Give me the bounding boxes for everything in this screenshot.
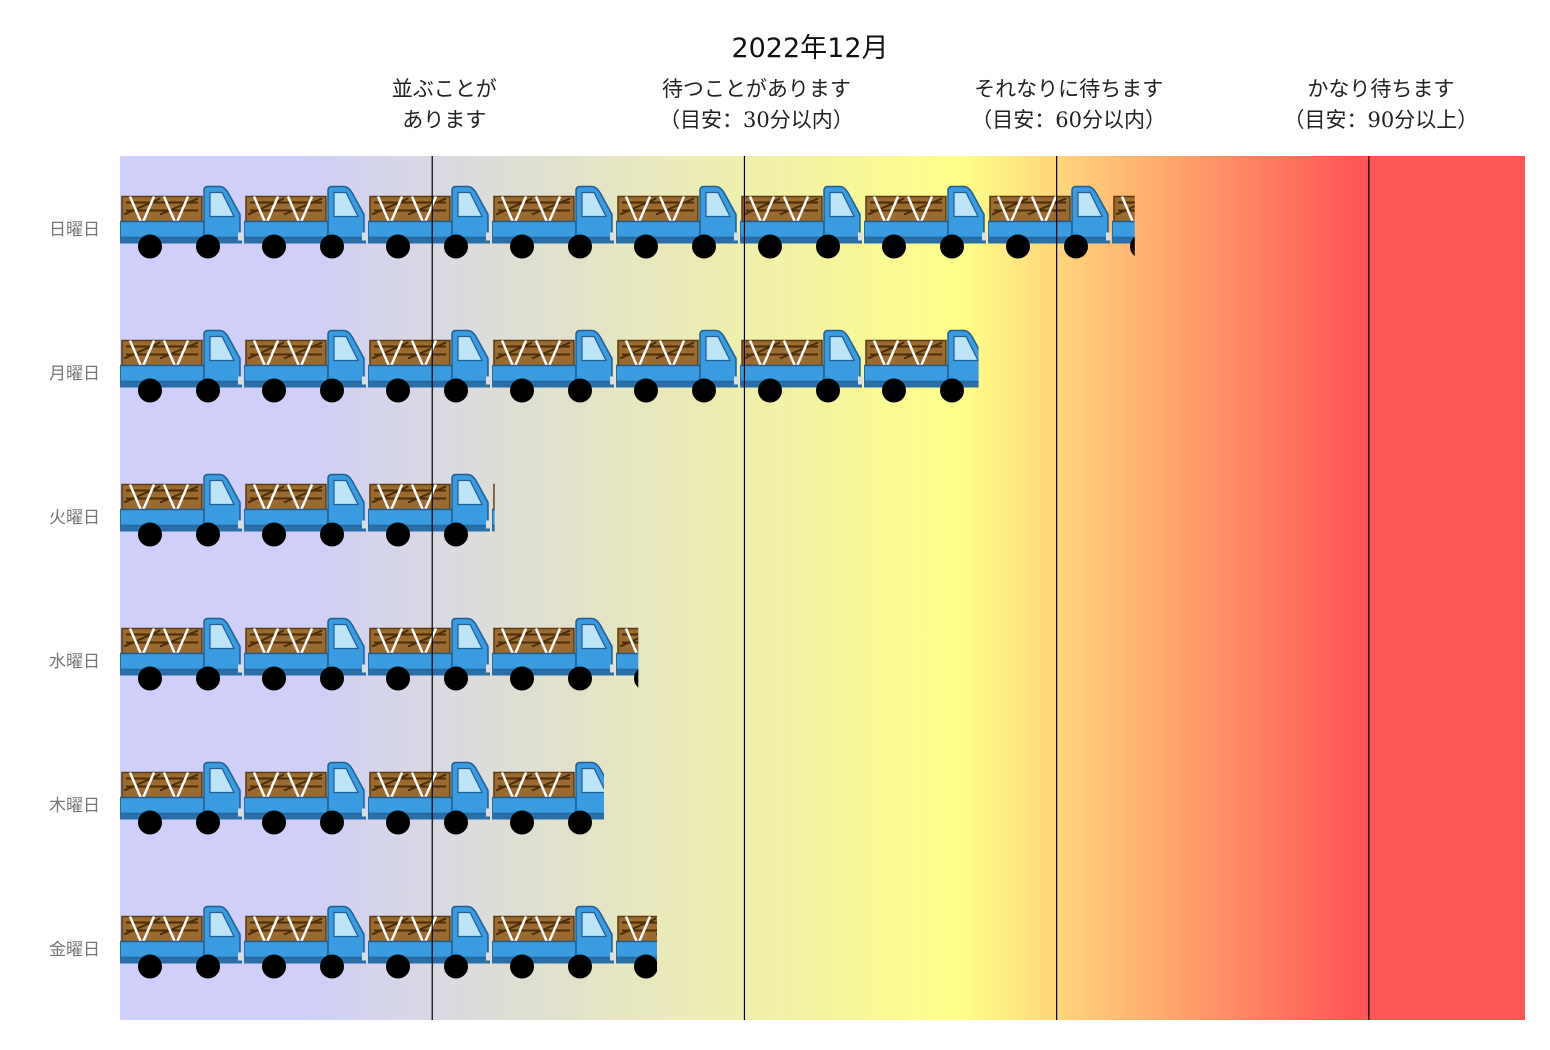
row-label-5: 木曜日 [49,796,100,816]
threshold-label-line2: （目安：90分以上） [1283,108,1479,132]
threshold-label-line1: 待つことがあります [661,77,851,101]
threshold-label-line1: かなり待ちます [1307,77,1455,101]
threshold-label-3: それなりに待ちます （目安：60分以内） [919,74,1219,136]
threshold-label-2: 待つことがあります （目安：30分以内） [606,74,906,136]
threshold-label-1: 並ぶことが あります [294,74,594,136]
threshold-label-line1: それなりに待ちます [974,77,1164,101]
plot-background [120,156,1525,1020]
chart-title: 2022年12月 [731,33,889,64]
row-label-6: 金曜日 [49,940,100,960]
threshold-label-line2: （目安：60分以内） [971,108,1167,132]
row-label-4: 水曜日 [49,652,100,672]
row-label-1: 日曜日 [49,220,100,240]
threshold-label-line2: （目安：30分以内） [659,108,854,132]
row-label-3: 火曜日 [49,508,100,528]
threshold-label-line2: あります [402,108,487,132]
threshold-label-4: かなり待ちます （目安：90分以上） [1231,74,1531,136]
row-label-2: 月曜日 [49,364,100,384]
threshold-label-line1: 並ぶことが [391,77,497,101]
